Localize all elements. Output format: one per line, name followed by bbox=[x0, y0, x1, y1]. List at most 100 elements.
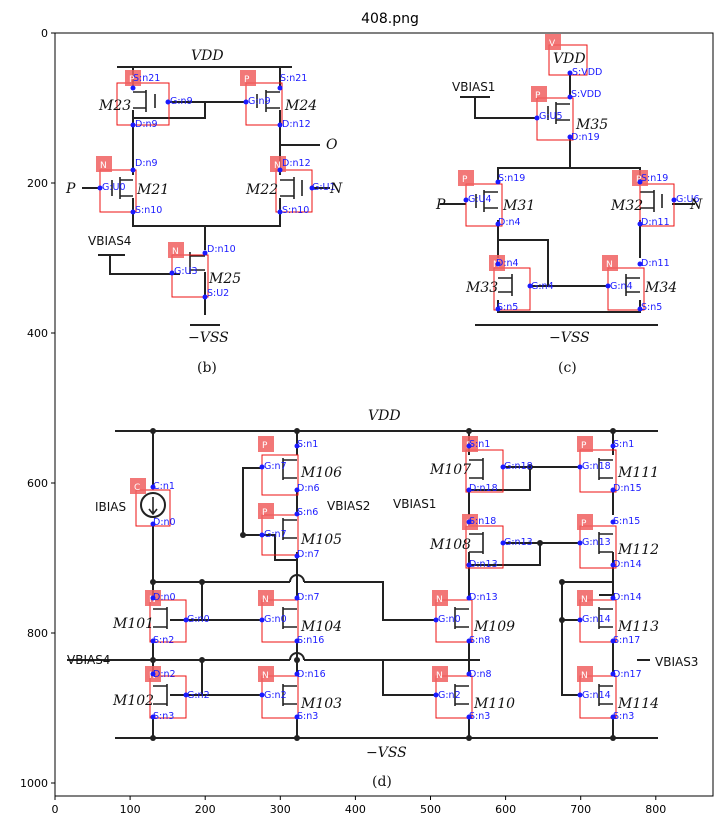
svg-text:S:n16: S:n16 bbox=[297, 635, 324, 646]
svg-text:−VSS: −VSS bbox=[188, 330, 229, 346]
svg-text:G:n0: G:n0 bbox=[264, 614, 287, 625]
svg-text:M33: M33 bbox=[465, 280, 498, 296]
svg-text:M35: M35 bbox=[575, 117, 608, 133]
svg-text:M21: M21 bbox=[136, 182, 169, 198]
svg-text:S:n1: S:n1 bbox=[469, 439, 490, 450]
svg-text:G:n13: G:n13 bbox=[504, 537, 533, 548]
svg-text:P: P bbox=[65, 181, 76, 197]
svg-text:N: N bbox=[262, 595, 269, 605]
svg-text:S:n8: S:n8 bbox=[469, 635, 490, 646]
svg-text:D:n10: D:n10 bbox=[207, 244, 236, 255]
svg-text:D:n11: D:n11 bbox=[641, 258, 670, 269]
svg-text:N: N bbox=[172, 247, 179, 257]
svg-text:M109: M109 bbox=[473, 619, 515, 635]
svg-text:D:n7: D:n7 bbox=[297, 592, 320, 603]
x-axis: 0 100 200 300 400 500 600 700 800 bbox=[52, 796, 666, 816]
svg-text:P: P bbox=[462, 175, 468, 185]
svg-text:P: P bbox=[581, 441, 587, 451]
svg-text:VBIAS4: VBIAS4 bbox=[88, 234, 131, 248]
x-tick-label: 0 bbox=[52, 803, 59, 816]
svg-text:M106: M106 bbox=[300, 465, 342, 481]
svg-text:S:U2: S:U2 bbox=[207, 288, 229, 299]
figure-title: 408.png bbox=[361, 11, 419, 27]
svg-text:(c): (c) bbox=[558, 360, 577, 376]
svg-text:M108: M108 bbox=[429, 537, 471, 553]
circuit-d: C P P P P P P N N N N N N N N bbox=[67, 408, 698, 790]
svg-text:IBIAS: IBIAS bbox=[95, 500, 126, 514]
svg-text:G:U4: G:U4 bbox=[468, 194, 492, 205]
svg-text:VDD: VDD bbox=[368, 408, 401, 424]
svg-text:VBIAS2: VBIAS2 bbox=[327, 499, 370, 513]
svg-text:N: N bbox=[100, 161, 107, 171]
svg-text:G:n9: G:n9 bbox=[170, 96, 193, 107]
svg-text:S:n5: S:n5 bbox=[497, 302, 518, 313]
svg-text:D:n9: D:n9 bbox=[135, 158, 158, 169]
svg-text:VBIAS4: VBIAS4 bbox=[67, 653, 110, 667]
y-tick-label: 0 bbox=[41, 27, 48, 40]
svg-text:P: P bbox=[535, 91, 541, 101]
svg-text:S:n18: S:n18 bbox=[469, 516, 496, 527]
svg-text:N: N bbox=[606, 260, 613, 270]
x-tick-label: 800 bbox=[645, 803, 666, 816]
x-tick-label: 400 bbox=[345, 803, 366, 816]
svg-text:D:n15: D:n15 bbox=[613, 483, 642, 494]
svg-text:M107: M107 bbox=[429, 462, 471, 478]
svg-text:G:n2: G:n2 bbox=[187, 690, 210, 701]
svg-text:S:VDD: S:VDD bbox=[571, 89, 601, 100]
x-tick-label: 500 bbox=[420, 803, 441, 816]
svg-text:S:n19: S:n19 bbox=[641, 173, 668, 184]
svg-text:M102: M102 bbox=[112, 693, 154, 709]
svg-text:P: P bbox=[581, 519, 587, 529]
svg-text:M110: M110 bbox=[473, 696, 515, 712]
svg-text:(b): (b) bbox=[197, 360, 217, 376]
y-tick-label: 600 bbox=[27, 477, 48, 490]
svg-text:M25: M25 bbox=[208, 271, 241, 287]
svg-text:D:n4: D:n4 bbox=[498, 217, 521, 228]
svg-text:S:n3: S:n3 bbox=[613, 711, 634, 722]
svg-text:G:n7: G:n7 bbox=[264, 461, 287, 472]
svg-text:S:n21: S:n21 bbox=[280, 73, 307, 84]
svg-text:N: N bbox=[581, 671, 588, 681]
svg-text:P: P bbox=[244, 75, 250, 85]
svg-text:N: N bbox=[689, 197, 703, 213]
svg-text:D:n17: D:n17 bbox=[613, 669, 642, 680]
svg-text:S:n2: S:n2 bbox=[153, 635, 174, 646]
svg-text:G:U6: G:U6 bbox=[676, 194, 700, 205]
svg-text:S:n19: S:n19 bbox=[498, 173, 525, 184]
svg-text:P: P bbox=[435, 197, 446, 213]
svg-text:G:n4: G:n4 bbox=[531, 281, 554, 292]
svg-text:G:U1: G:U1 bbox=[312, 182, 336, 193]
svg-text:P: P bbox=[262, 441, 268, 451]
svg-text:M105: M105 bbox=[300, 532, 342, 548]
svg-text:S:n10: S:n10 bbox=[135, 205, 162, 216]
svg-text:D:n16: D:n16 bbox=[297, 669, 326, 680]
svg-text:S:n1: S:n1 bbox=[613, 439, 634, 450]
svg-text:G:U3: G:U3 bbox=[174, 266, 198, 277]
svg-text:M114: M114 bbox=[617, 696, 659, 712]
svg-text:S:n3: S:n3 bbox=[297, 711, 318, 722]
svg-text:M112: M112 bbox=[617, 542, 659, 558]
svg-text:P: P bbox=[262, 508, 268, 518]
x-tick-label: 600 bbox=[495, 803, 516, 816]
svg-text:D:n14: D:n14 bbox=[613, 592, 642, 603]
svg-text:D:n7: D:n7 bbox=[297, 549, 320, 560]
x-tick-label: 200 bbox=[195, 803, 216, 816]
svg-text:M104: M104 bbox=[300, 619, 342, 635]
svg-text:G:n0: G:n0 bbox=[187, 614, 210, 625]
svg-text:M101: M101 bbox=[112, 616, 154, 632]
svg-text:M24: M24 bbox=[284, 98, 317, 114]
svg-text:S:VDD: S:VDD bbox=[572, 67, 602, 78]
svg-text:M31: M31 bbox=[502, 198, 535, 214]
svg-text:M22: M22 bbox=[245, 182, 278, 198]
svg-text:S:n17: S:n17 bbox=[613, 635, 640, 646]
svg-text:S:n21: S:n21 bbox=[133, 73, 160, 84]
y-tick-label: 1000 bbox=[20, 777, 48, 790]
svg-text:G:n18: G:n18 bbox=[504, 461, 533, 472]
circuit-b: P P N N N S:n21 G:n9 D:n9 S:n21 G:n9 D:n… bbox=[65, 48, 343, 376]
svg-text:VDD: VDD bbox=[553, 51, 586, 67]
svg-text:C:n1: C:n1 bbox=[153, 481, 175, 492]
svg-text:S:n15: S:n15 bbox=[613, 516, 640, 527]
svg-text:S:n5: S:n5 bbox=[641, 302, 662, 313]
svg-text:G:n0: G:n0 bbox=[438, 614, 461, 625]
